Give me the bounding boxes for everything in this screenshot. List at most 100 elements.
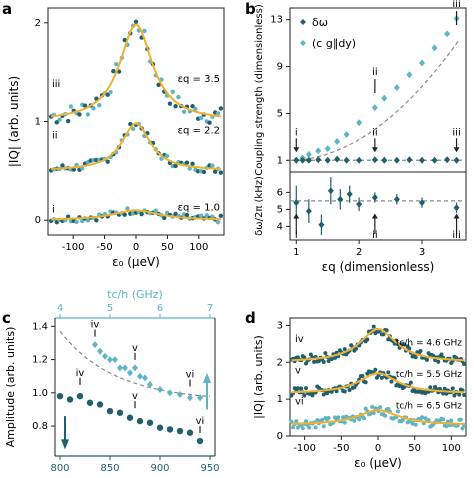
data-point: [458, 417, 463, 422]
data-point: [406, 156, 413, 164]
data-point: [441, 391, 446, 396]
data-point: [406, 71, 413, 79]
marker-arrowhead: [293, 213, 300, 219]
data-point: [365, 337, 370, 342]
marker-label: i: [295, 127, 298, 138]
data-point: [419, 156, 425, 164]
panel-letter-c: c: [2, 309, 11, 327]
series-label: iv: [295, 334, 304, 345]
y-tick-label: 9: [277, 62, 283, 73]
x-axis-label: ε₀ (μeV): [354, 456, 402, 470]
data-point: [291, 425, 296, 430]
y-tick-label: 0: [277, 431, 283, 442]
y-tick-label: 1: [277, 394, 283, 405]
data-point: [122, 364, 128, 372]
x-tick-label: 800: [50, 463, 69, 474]
x-axis-label: VB3 (mV): [109, 476, 161, 478]
data-point: [381, 332, 386, 337]
data-point: [215, 219, 221, 225]
data-point: [444, 391, 449, 396]
data-point: [410, 421, 415, 426]
data-point: [127, 369, 133, 377]
data-point: [308, 352, 313, 357]
data-point: [181, 109, 187, 114]
y-axis-label: δω/2π (kHz): [254, 176, 265, 236]
data-point: [190, 161, 195, 167]
data-point: [384, 328, 389, 333]
top-x-tick-label: 5: [107, 303, 113, 314]
data-point: [408, 380, 413, 385]
x-tick-label: 50: [408, 443, 421, 454]
data-point: [184, 160, 190, 165]
data-point: [295, 425, 300, 430]
data-point: [324, 156, 331, 164]
data-point: [146, 419, 154, 426]
data-point: [352, 418, 357, 423]
y-tick-label: 2: [35, 18, 41, 29]
data-point: [60, 163, 65, 168]
data-point: [386, 370, 391, 375]
data-point: [462, 392, 467, 397]
data-point: [329, 357, 334, 362]
data-point: [312, 359, 317, 364]
data-point: [360, 374, 365, 379]
data-point: [201, 169, 207, 175]
data-point: [357, 417, 362, 422]
data-point: [96, 401, 104, 408]
data-point: [462, 362, 467, 367]
data-point: [85, 218, 91, 223]
data-point: [167, 389, 173, 397]
data-point: [326, 359, 331, 364]
series-label: vi: [295, 397, 304, 408]
data-point: [337, 195, 344, 203]
data-point: [112, 356, 118, 364]
data-point: [66, 396, 74, 403]
x-tick-label: 0: [375, 443, 381, 454]
data-point: [315, 418, 320, 423]
data-point: [313, 425, 318, 430]
data-point: [393, 195, 400, 203]
x-tick-label: 100: [189, 242, 208, 253]
data-point: [164, 153, 170, 159]
data-point: [342, 347, 347, 352]
data-point: [68, 104, 74, 109]
data-point: [198, 115, 204, 121]
data-point: [305, 207, 312, 215]
data-point: [207, 120, 212, 125]
y-tick-label: 1: [277, 155, 283, 166]
data-point: [444, 30, 451, 38]
data-point: [378, 405, 383, 410]
data-point: [94, 218, 99, 223]
data-point: [122, 37, 127, 43]
data-point: [210, 163, 215, 168]
data-point: [159, 156, 164, 161]
data-point: [76, 392, 84, 400]
data-point: [371, 194, 378, 201]
data-point: [126, 414, 134, 421]
data-point: [133, 19, 139, 24]
data-point: [389, 379, 394, 384]
data-point: [303, 386, 308, 391]
data-point: [204, 213, 209, 218]
marker-label: i: [295, 230, 298, 241]
legend-marker: [300, 40, 306, 46]
data-point: [107, 356, 113, 364]
x-tick-label: 950: [200, 463, 219, 474]
data-point: [442, 386, 447, 391]
data-point: [213, 169, 218, 174]
data-point: [395, 409, 400, 414]
data-point: [326, 415, 331, 420]
y-tick-label: 5: [277, 204, 283, 215]
y-tick-label: 4: [277, 221, 283, 232]
data-point: [218, 170, 224, 175]
legend-label: δω: [312, 16, 328, 29]
data-point: [316, 358, 321, 363]
x-tick-label: 3: [419, 247, 425, 258]
y-tick-label: 13: [270, 15, 283, 26]
data-point: [105, 159, 110, 164]
data-point: [105, 92, 110, 97]
data-point: [82, 103, 88, 108]
marker-label: ii: [372, 127, 378, 138]
data-point: [170, 89, 175, 95]
fit-curve: [50, 23, 222, 118]
